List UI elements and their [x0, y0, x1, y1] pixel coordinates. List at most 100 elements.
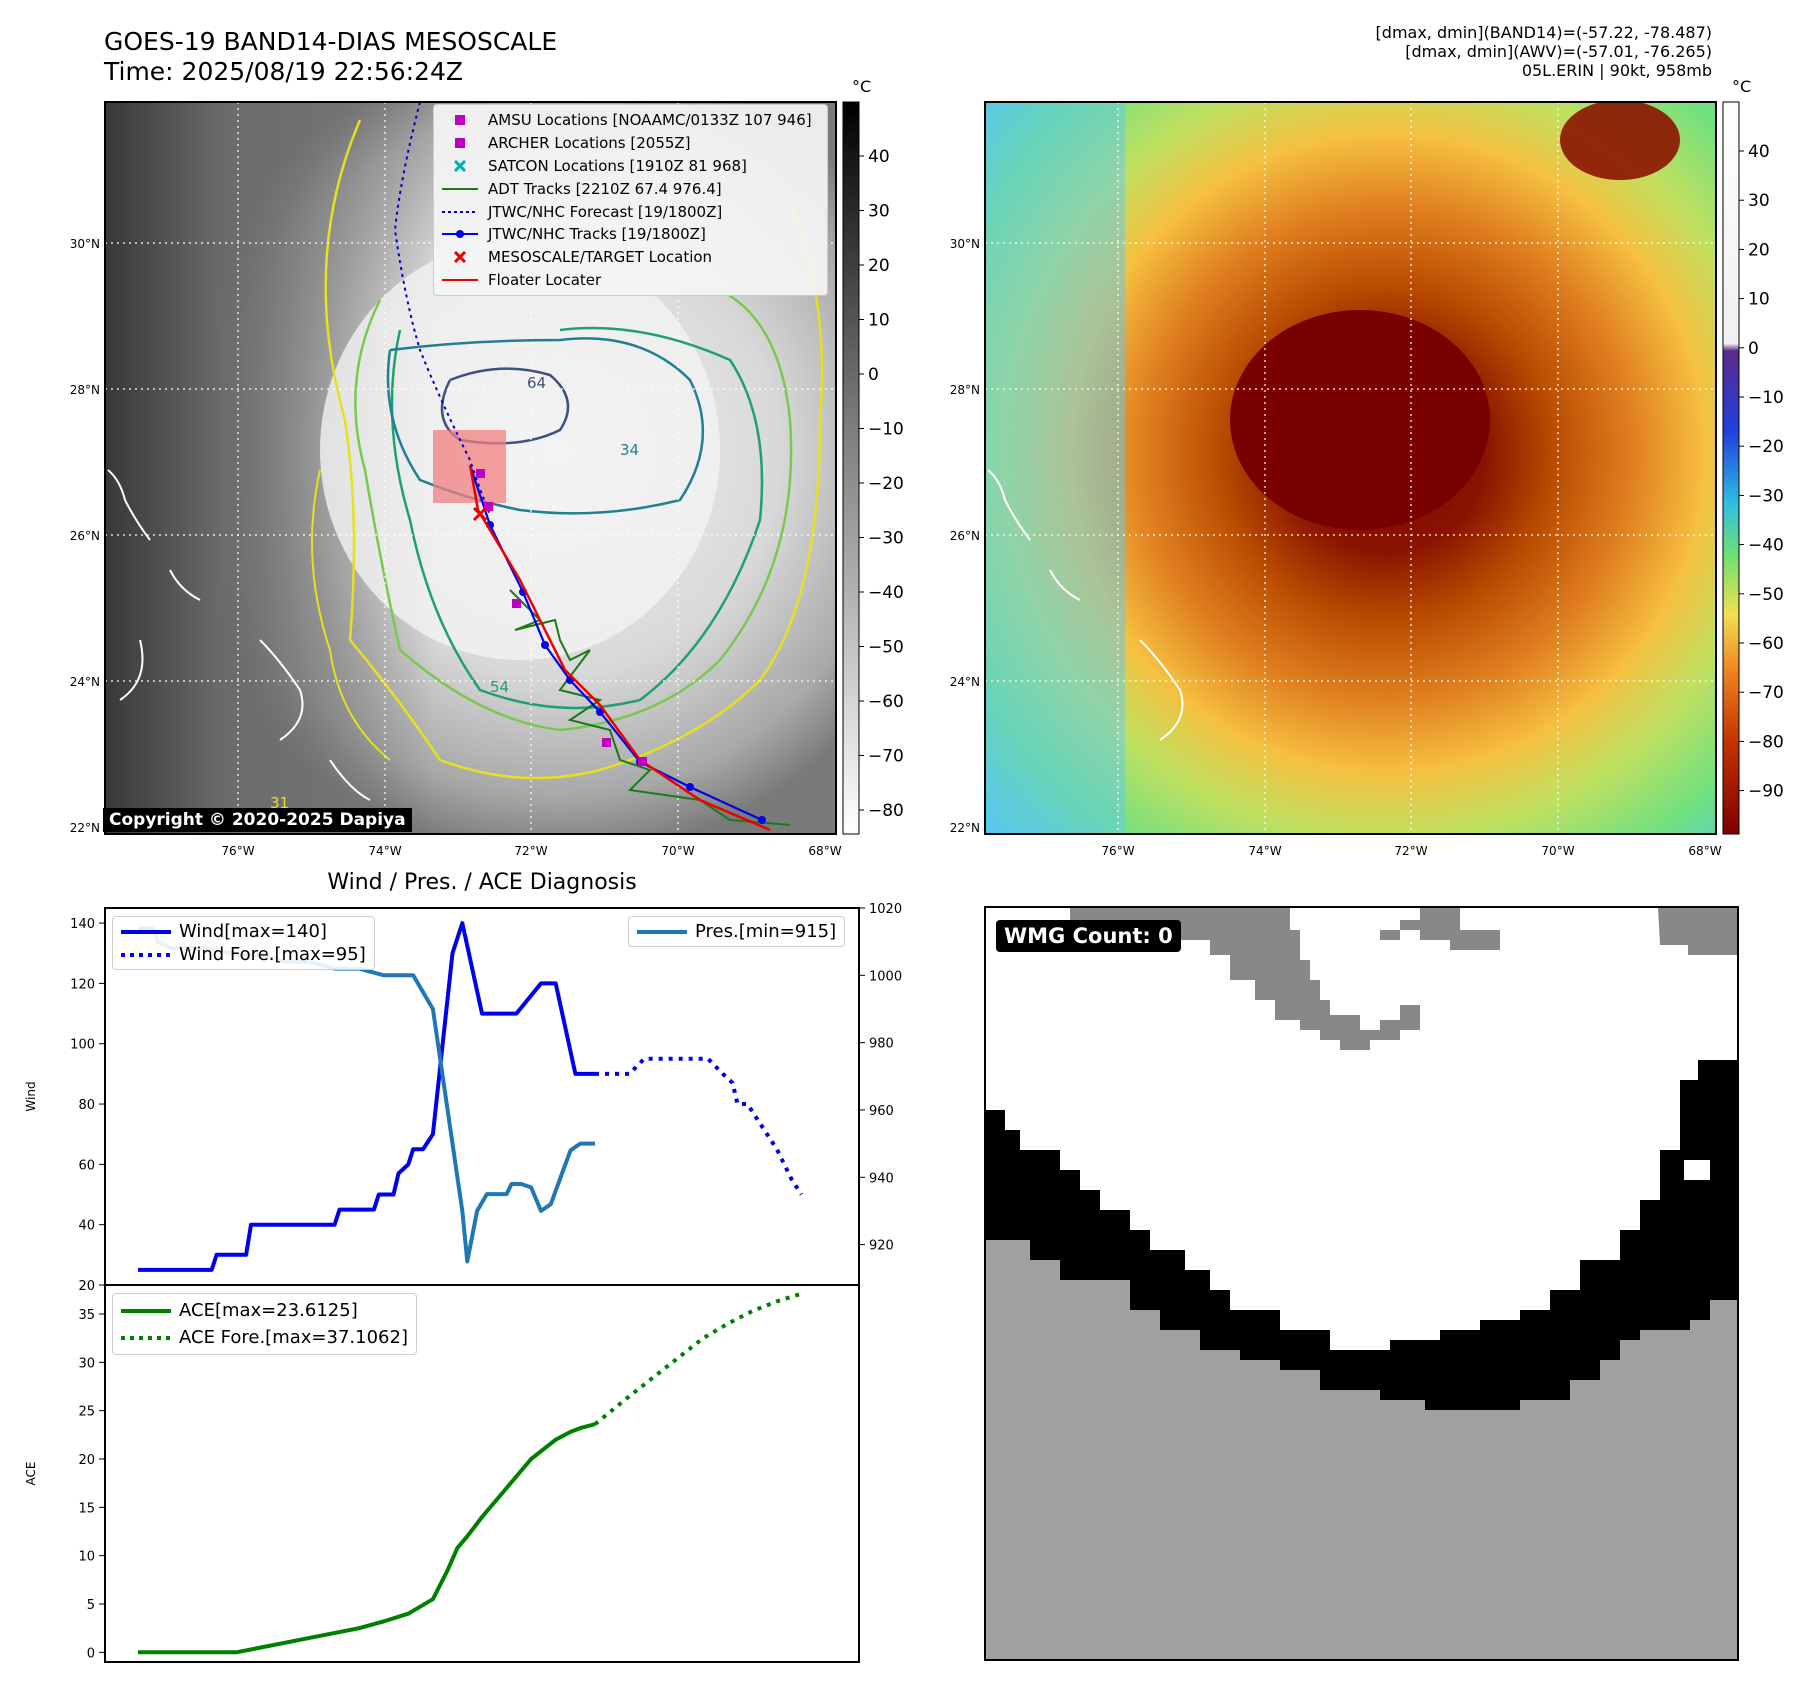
- lat-label: 22°N: [950, 821, 980, 835]
- colorbar-tick: 30: [1748, 191, 1770, 211]
- colorbar-tick: 40: [1748, 142, 1770, 162]
- contour-label: 31: [270, 794, 289, 812]
- colorbar-tick: −50: [868, 638, 904, 658]
- y2-tick-label: 920: [869, 1239, 894, 1254]
- y-tick-label: 80: [78, 1098, 95, 1113]
- ace-legend: ACE[max=23.6125] ACE Fore.[max=37.1062]: [112, 1293, 417, 1355]
- colorbar-tick: −20: [1748, 437, 1784, 457]
- legend-label: ADT Tracks [2210Z 67.4 976.4]: [488, 179, 722, 198]
- lat-label: 28°N: [950, 383, 980, 397]
- series-line-0: [138, 1422, 596, 1655]
- series-line-0: [138, 921, 595, 1272]
- colorbar-unit: °C: [1732, 77, 1751, 96]
- lat-label: 30°N: [950, 237, 980, 251]
- wmg-count-badge: WMG Count: 0: [996, 920, 1181, 952]
- lat-label: 24°N: [70, 675, 100, 689]
- cyclone-core: [320, 240, 720, 660]
- contour-green: [390, 326, 764, 710]
- colorbar-tick: 30: [868, 202, 890, 222]
- map-title: GOES-19 BAND14-DIAS MESOSCALE Time: 2025…: [104, 27, 557, 87]
- awv-core: [1230, 310, 1490, 530]
- colorbar-tick: −80: [868, 801, 904, 821]
- colorbar-tick: −70: [1748, 683, 1784, 703]
- contour-yellow: [324, 119, 824, 780]
- colorbar-tick: −10: [1748, 388, 1784, 408]
- floater-track: [468, 464, 771, 832]
- colorbar-tick: −40: [868, 583, 904, 603]
- title-line-1: GOES-19 BAND14-DIAS MESOSCALE: [104, 27, 558, 56]
- lat-label: 26°N: [70, 529, 100, 543]
- legend-item: MESOSCALE/TARGET Location: [440, 246, 821, 269]
- series-line-1: [595, 1056, 804, 1196]
- y2-tick-label: 940: [869, 1171, 894, 1186]
- chart-title: Wind / Pres. / ACE Diagnosis: [327, 870, 636, 895]
- awv-colorbar-ticks: 40 30 20 10 0 −10 −20 −30 −40 −50 −60 −70 −80 −90: [1739, 142, 1784, 802]
- lon-label: 74°W: [368, 844, 401, 858]
- legend-wind: Wind[max=140]: [179, 921, 327, 942]
- y-tick-label: 25: [78, 1405, 95, 1420]
- legend-label: ARCHER Locations [2055Z]: [488, 134, 691, 153]
- wmg-panel: [920, 860, 1797, 1690]
- y-tick-label: 10: [78, 1550, 95, 1565]
- map-legend: AMSU Locations [NOAAMC/0133Z 107 946] ARC…: [433, 104, 828, 296]
- colorbar-tick: 0: [1748, 339, 1759, 359]
- colorbar-tick: −30: [1748, 486, 1784, 506]
- y-tick-label: 40: [78, 1219, 95, 1234]
- colorbar-tick: −60: [868, 692, 904, 712]
- y-tick-label: 0: [87, 1646, 95, 1661]
- legend-label: Floater Locater: [488, 270, 602, 289]
- colorbar-tick: 0: [868, 365, 879, 385]
- legend-ace: ACE[max=23.6125]: [179, 1300, 358, 1321]
- colorbar-tick: −60: [1748, 634, 1784, 654]
- y-tick-label: 15: [78, 1501, 95, 1516]
- y-tick-label: 140: [70, 917, 95, 932]
- lon-label: 76°W: [221, 844, 254, 858]
- wmg-black-band: [985, 1060, 1738, 1410]
- colorbar-tick: −50: [1748, 585, 1784, 605]
- y-axis-label: ACE: [24, 1462, 38, 1486]
- contour-light-green: [354, 288, 793, 732]
- colorbar-tick: −20: [868, 474, 904, 494]
- copyright-label: Copyright © 2020-2025 Dapiya: [103, 808, 412, 832]
- intensity-info: [dmax, dmin](BAND14)=(-57.22, -78.487) […: [1376, 23, 1712, 80]
- lon-label: 70°W: [661, 844, 694, 858]
- pressure-legend: Pres.[min=915]: [628, 916, 846, 947]
- contour-label: 54: [490, 678, 509, 696]
- colorbar-tick: −30: [868, 529, 904, 549]
- colorbar-tick: −10: [868, 420, 904, 440]
- colorbar-tick: −80: [1748, 732, 1784, 752]
- legend-item: Floater Locater: [440, 269, 821, 292]
- info-line-1: [dmax, dmin](BAND14)=(-57.22, -78.487): [1375, 23, 1712, 42]
- lon-label: 70°W: [1541, 844, 1574, 858]
- y2-tick-label: 960: [869, 1104, 894, 1119]
- legend-label: JTWC/NHC Tracks [19/1800Z]: [488, 225, 706, 244]
- colorbar-tick: −40: [1748, 536, 1784, 556]
- lon-label: 68°W: [1688, 844, 1721, 858]
- legend-pressure: Pres.[min=915]: [695, 921, 837, 942]
- y2-tick-label: 1020: [869, 902, 902, 917]
- colorbar-tick: 10: [868, 311, 890, 331]
- coastline: [987, 469, 1184, 741]
- lat-label: 28°N: [70, 383, 100, 397]
- contour-label: 64: [527, 374, 546, 392]
- legend-item: ARCHER Locations [2055Z]: [440, 132, 821, 155]
- legend-item: SATCON Locations [1910Z 81 968]: [440, 155, 821, 178]
- y-tick-label: 60: [78, 1158, 95, 1173]
- info-line-2: [dmax, dmin](AWV)=(-57.01, -76.265): [1405, 42, 1712, 61]
- y-tick-label: 5: [87, 1598, 95, 1613]
- lon-label: 76°W: [1101, 844, 1134, 858]
- colorbar-unit: °C: [852, 77, 871, 96]
- legend-item: AMSU Locations [NOAAMC/0133Z 107 946]: [440, 109, 821, 132]
- info-line-3: 05L.ERIN | 90kt, 958mb: [1521, 61, 1712, 80]
- colorbar-tick: −90: [1748, 782, 1784, 802]
- wmg-gray-region-top: [1070, 907, 1420, 1050]
- legend-label: MESOSCALE/TARGET Location: [488, 248, 713, 267]
- contour-label: 34: [620, 441, 639, 459]
- legend-item: JTWC/NHC Tracks [19/1800Z]: [440, 223, 821, 246]
- legend-label: AMSU Locations [NOAAMC/0133Z 107 946]: [488, 111, 812, 130]
- coastline: [107, 469, 371, 801]
- awv-colorbar: [1722, 101, 1740, 835]
- contour-yellow-2: [311, 469, 391, 761]
- y-tick-label: 20: [78, 1453, 95, 1468]
- diagnosis-chart-panel: Wind / Pres. / ACE Diagnosis 20 40 60 80 100…: [0, 860, 920, 1690]
